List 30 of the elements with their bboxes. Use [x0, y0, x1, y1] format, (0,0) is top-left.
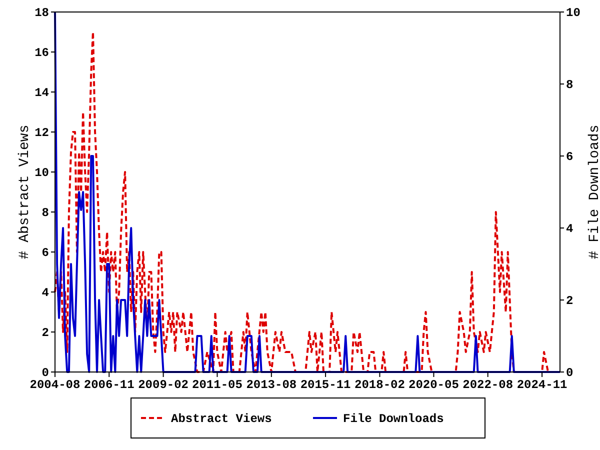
y2-tick-label: 2: [566, 294, 574, 308]
x-tick-label: 2009-02: [138, 378, 189, 392]
x-tick-label: 2024-11: [516, 378, 568, 392]
y-tick-label: 4: [42, 286, 49, 300]
y-tick-label: 8: [42, 206, 49, 220]
y-tick-label: 12: [34, 126, 49, 140]
legend-label: Abstract Views: [171, 412, 272, 426]
y2-axis-title: # File Downloads: [587, 124, 600, 260]
y2-tick-label: 6: [566, 150, 574, 164]
y-tick-label: 14: [34, 86, 49, 100]
x-tick-label: 2020-05: [408, 378, 459, 392]
y2-tick-label: 4: [566, 222, 574, 236]
x-tick-label: 2022-08: [462, 378, 514, 392]
x-tick-label: 2011-05: [192, 378, 242, 392]
y-axis-title: # Abstract Views: [17, 124, 33, 260]
x-tick-label: 2015-11: [300, 378, 351, 392]
x-tick-label: 2018-02: [354, 378, 405, 392]
y2-tick-label: 8: [566, 78, 574, 92]
y2-tick-label: 10: [566, 6, 580, 20]
y-tick-label: 16: [34, 46, 49, 60]
x-tick-label: 2004-08: [30, 378, 80, 392]
legend-label: File Downloads: [343, 412, 444, 426]
x-tick-label: 2013-08: [246, 378, 297, 392]
y-tick-label: 18: [34, 6, 49, 20]
y-tick-label: 0: [42, 366, 49, 380]
y-tick-label: 6: [42, 246, 49, 260]
x-tick-label: 2006-11: [84, 378, 134, 392]
y-tick-label: 10: [34, 166, 49, 180]
y-tick-label: 2: [42, 326, 49, 340]
y2-tick-label: 0: [566, 366, 574, 380]
